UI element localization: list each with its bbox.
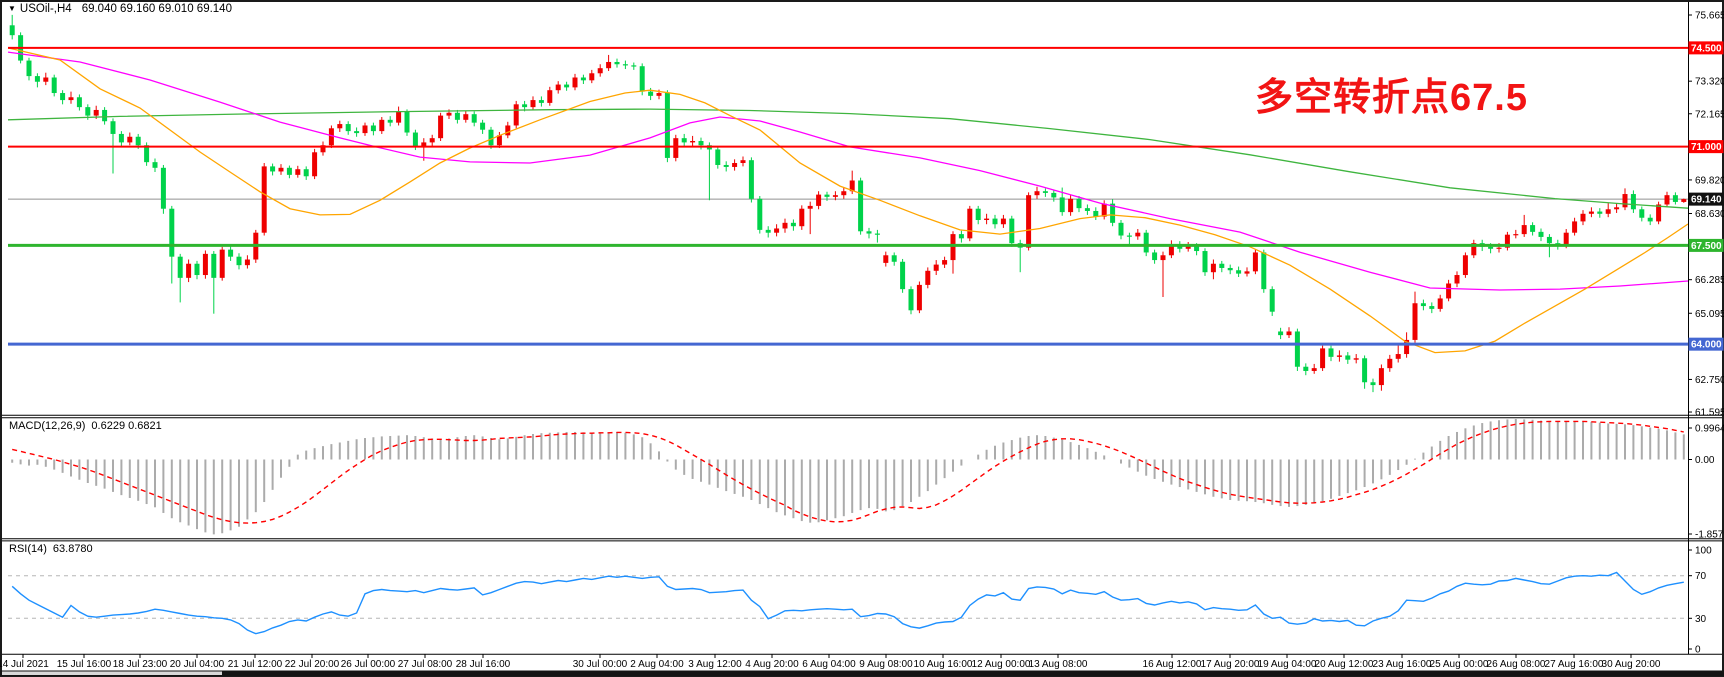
time-axis-label: 20 Aug 12:00 bbox=[1315, 659, 1374, 670]
time-axis-label: 17 Aug 20:00 bbox=[1201, 659, 1260, 670]
chart-title: ▼ USOil-,H4 69.040 69.160 69.010 69.140 bbox=[8, 3, 232, 15]
time-axis-label: 28 Jul 16:00 bbox=[456, 659, 511, 670]
rsi-line bbox=[11, 571, 1684, 635]
price-axis-label: 61.595 bbox=[1695, 408, 1724, 419]
ma-magenta-line bbox=[7, 51, 1689, 291]
h-scrollbar-thumb[interactable] bbox=[2, 671, 222, 676]
price-badge-69.140 bbox=[1688, 192, 1724, 206]
ohlc-values: 69.040 69.160 69.010 69.140 bbox=[81, 3, 232, 15]
price-axis-label: 72.165 bbox=[1695, 109, 1724, 120]
time-axis-label: 12 Aug 00:00 bbox=[972, 659, 1031, 670]
time-axis-label: 27 Jul 08:00 bbox=[398, 659, 453, 670]
symbol-timeframe-label: USOil-,H4 bbox=[19, 3, 72, 15]
h-scrollbar-track[interactable] bbox=[0, 670, 1724, 677]
time-axis-label: 26 Aug 08:00 bbox=[1487, 659, 1546, 670]
macd-histogram bbox=[11, 419, 1685, 535]
time-axis-label: 26 Jul 00:00 bbox=[341, 659, 396, 670]
price-badge-67.500 bbox=[1688, 238, 1724, 252]
time-axis-label: 6 Aug 04:00 bbox=[802, 659, 856, 670]
price-badge-text: 71.000 bbox=[1691, 142, 1722, 153]
time-axis-label: 19 Aug 04:00 bbox=[1258, 659, 1317, 670]
time-axis-label: 22 Jul 20:00 bbox=[285, 659, 340, 670]
time-axis-label: 4 Aug 20:00 bbox=[745, 659, 799, 670]
rsi-axis-label: 30 bbox=[1695, 614, 1707, 625]
time-axis-label: 30 Jul 00:00 bbox=[573, 659, 628, 670]
price-axis-label: 65.095 bbox=[1695, 309, 1724, 320]
price-axis-label: 66.285 bbox=[1695, 275, 1724, 286]
candlestick-series[interactable] bbox=[9, 14, 1687, 393]
time-axis-label: 9 Aug 08:00 bbox=[859, 659, 913, 670]
rsi-indicator-label: RSI(14) 63.8780 bbox=[9, 543, 93, 555]
time-axis-label: 15 Jul 16:00 bbox=[57, 659, 112, 670]
price-axis-label: 75.665 bbox=[1695, 11, 1724, 22]
price-axis-label: 68.630 bbox=[1695, 209, 1724, 220]
time-axis-label: 2 Aug 04:00 bbox=[630, 659, 684, 670]
price-badge-text: 67.500 bbox=[1691, 241, 1722, 252]
ma-orange-line bbox=[7, 47, 1689, 354]
time-axis-label: 30 Aug 20:00 bbox=[1602, 659, 1661, 670]
rsi-value: 63.8780 bbox=[52, 543, 93, 555]
time-axis-label: 16 Aug 12:00 bbox=[1143, 659, 1202, 670]
time-axis-label: 25 Aug 00:00 bbox=[1430, 659, 1489, 670]
price-badge-text: 69.140 bbox=[1691, 195, 1722, 206]
time-axis-label: 27 Aug 16:00 bbox=[1545, 659, 1604, 670]
symbol-dropdown-icon[interactable]: ▼ bbox=[8, 4, 16, 13]
ma-green-line bbox=[7, 108, 1689, 209]
time-axis-label: 10 Aug 16:00 bbox=[914, 659, 973, 670]
chart-text-annotation: 多空转折点67.5 bbox=[1255, 77, 1528, 119]
macd-name: MACD(12,26,9) bbox=[9, 420, 86, 432]
time-axis-label: 18 Jul 23:00 bbox=[113, 659, 168, 670]
price-badge-text: 74.500 bbox=[1691, 43, 1722, 54]
time-axis-label: 20 Jul 04:00 bbox=[170, 659, 225, 670]
time-axis-label: 21 Jul 12:00 bbox=[228, 659, 283, 670]
time-axis-label: 13 Aug 08:00 bbox=[1029, 659, 1088, 670]
price-axis-label: 73.320 bbox=[1695, 77, 1724, 88]
price-axis-label: 62.750 bbox=[1695, 375, 1724, 386]
time-axis-label: 14 Jul 2021 bbox=[0, 659, 49, 670]
price-badge-text: 64.000 bbox=[1691, 340, 1722, 351]
macd-axis-label: 0.9964 bbox=[1695, 424, 1724, 435]
macd-axis-label: 0.00 bbox=[1695, 455, 1715, 466]
price-badge-74.500 bbox=[1688, 41, 1724, 55]
macd-axis-label: -1.8579 bbox=[1695, 530, 1724, 541]
rsi-axis-label: 0 bbox=[1695, 645, 1701, 656]
rsi-name: RSI(14) bbox=[9, 543, 47, 555]
rsi-axis-label: 100 bbox=[1695, 546, 1712, 557]
time-axis-label: 3 Aug 12:00 bbox=[688, 659, 742, 670]
price-axis-label: 69.820 bbox=[1695, 175, 1724, 186]
macd-values: 0.6229 0.6821 bbox=[91, 420, 162, 432]
price-badge-64.000 bbox=[1688, 337, 1724, 351]
rsi-axis-label: 70 bbox=[1695, 571, 1707, 582]
macd-indicator-label: MACD(12,26,9) 0.6229 0.6821 bbox=[9, 420, 162, 432]
price-badge-71.000 bbox=[1688, 140, 1724, 154]
macd-signal-line bbox=[12, 420, 1684, 524]
time-axis-label: 23 Aug 16:00 bbox=[1373, 659, 1432, 670]
